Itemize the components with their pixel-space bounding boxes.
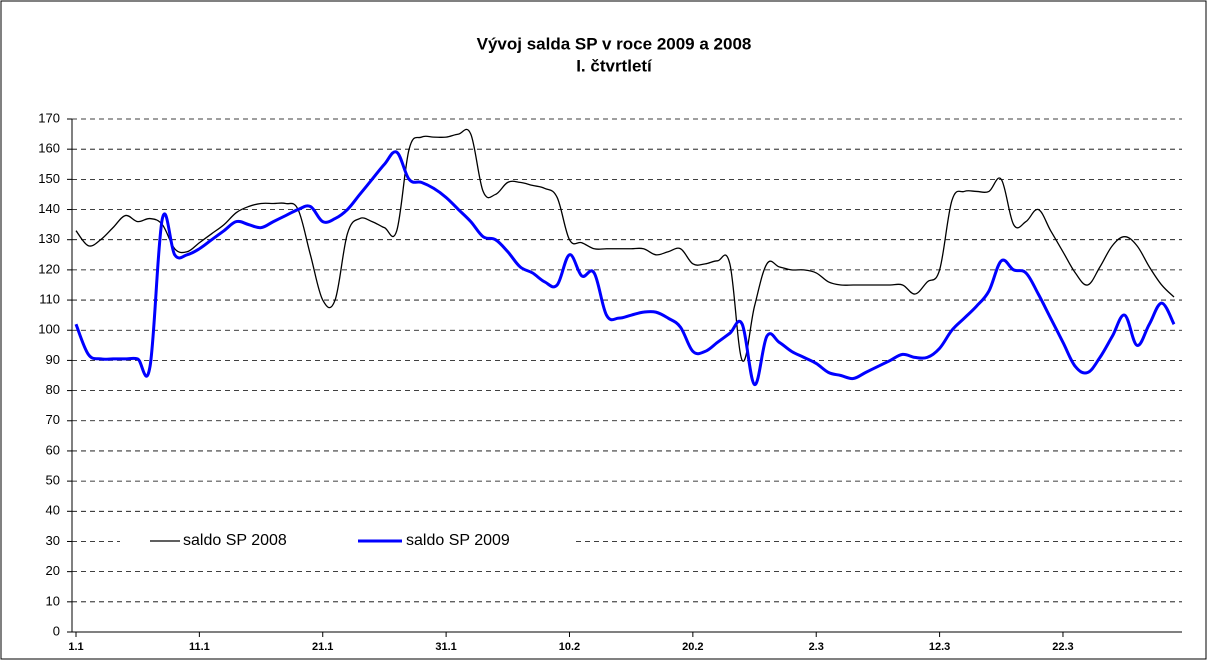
- grid: 0 10 20 30 40 50 60 70 80 90 100 110 120 130 140 150 160…: [38, 110, 1182, 653]
- x-tick-label: 21.1: [312, 641, 333, 653]
- series-line: [75, 128, 1175, 362]
- series-line: [74, 150, 1176, 387]
- legend-label: saldo SP 2009: [406, 532, 510, 549]
- y-tick-label: 160: [38, 141, 60, 156]
- x-tick-label: 22.3: [1052, 641, 1073, 653]
- y-tick-label: 140: [38, 201, 60, 216]
- x-tick-label: 1.1: [68, 641, 83, 653]
- y-tick-label: 110: [39, 291, 60, 306]
- y-tick-label: 60: [46, 442, 60, 457]
- legend-label: saldo SP 2008: [183, 532, 287, 549]
- y-tick-label: 130: [38, 231, 60, 246]
- y-tick-label: 80: [46, 382, 60, 397]
- y-tick-label: 70: [46, 412, 60, 427]
- y-tick-label: 150: [38, 171, 60, 186]
- x-tick-label: 11.1: [189, 641, 210, 653]
- legend: saldo SP 2008 saldo SP 2009: [120, 512, 572, 558]
- plot-area: [74, 128, 1176, 387]
- x-tick-label: 12.3: [929, 641, 950, 653]
- y-tick-label: 120: [38, 261, 60, 276]
- y-tick-label: 100: [38, 322, 60, 337]
- y-tick-label: 170: [38, 110, 60, 125]
- y-tick-label: 50: [46, 473, 60, 488]
- y-tick-label: 40: [46, 503, 60, 518]
- x-tick-label: 2.3: [809, 641, 824, 653]
- y-tick-label: 20: [46, 563, 60, 578]
- chart-subtitle: I. čtvrtletí: [576, 56, 653, 75]
- x-tick-label: 20.2: [682, 641, 703, 653]
- y-tick-label: 0: [53, 623, 60, 638]
- x-tick-label: 31.1: [435, 641, 456, 653]
- legend-box: [120, 512, 572, 558]
- x-tick-label: 10.2: [559, 641, 580, 653]
- y-tick-label: 90: [46, 352, 60, 367]
- y-tick-label: 30: [46, 533, 60, 548]
- chart-title: Vývoj salda SP v roce 2009 a 2008: [477, 34, 752, 53]
- y-tick-label: 10: [46, 593, 60, 608]
